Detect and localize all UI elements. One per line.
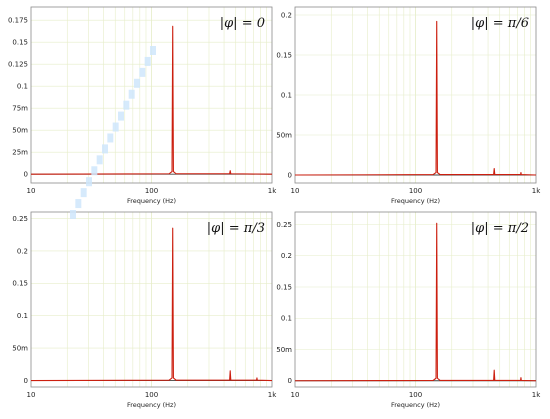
x-axis-label: Frequency (Hz) (391, 197, 440, 205)
y-tick-label: 0 (288, 171, 292, 179)
spectrum-series-line (294, 20, 537, 176)
y-tick-label: 0.25 (12, 215, 28, 223)
panel-top-left: 0 25m 50m 75m 0.1 0.125 0.15 0.175 10 100 1k Freque… (8, 6, 277, 205)
y-tick-label: 0.15 (12, 39, 28, 47)
x-tick-label: 10 (27, 391, 36, 399)
y-tick-label: 50m (12, 127, 28, 135)
x-tick-label: 1k (532, 187, 541, 195)
x-tick-label: 100 (145, 391, 158, 399)
artifact-block (107, 133, 114, 143)
phase-annotation: |φ| = π/6 (471, 16, 529, 31)
plot-frame (30, 211, 273, 388)
panel-bottom-left: 0 50m 0.1 0.15 0.2 0.25 10 100 1k Frequency (Hz) |… (12, 211, 277, 409)
y-tick-label: 0 (24, 171, 28, 179)
artifact-block (102, 144, 108, 154)
plot-frame (294, 6, 537, 184)
artifact-block (144, 56, 151, 66)
x-tick-label: 100 (145, 187, 158, 195)
artifact-block (150, 46, 156, 55)
y-tick-label: 0.15 (276, 51, 292, 59)
panel-top-right: 0 50m 0.1 0.15 0.2 10 100 1k Frequency (Hz) |φ| =… (276, 6, 541, 205)
spectrum-series-line (294, 222, 537, 382)
y-tick-label: 0.2 (281, 11, 292, 19)
artifact-block (86, 177, 92, 187)
spectrum-series-line (30, 227, 273, 382)
phase-annotation: |φ| = π/2 (471, 221, 529, 236)
artifact-block (118, 111, 124, 121)
y-tick-label: 75m (12, 105, 28, 113)
artifact-block (128, 89, 135, 99)
y-tick-label: 0.175 (8, 17, 28, 25)
y-tick-label: 50m (276, 346, 292, 354)
plot-frame (30, 6, 273, 184)
y-tick-label: 0.2 (17, 247, 28, 255)
artifact-block (91, 166, 98, 176)
artifact-block (70, 210, 76, 219)
y-tick-label: 0.1 (17, 312, 28, 320)
y-tick-label: 0 (288, 377, 292, 385)
x-tick-label: 100 (409, 391, 422, 399)
x-tick-label: 10 (27, 187, 36, 195)
phase-annotation: |φ| = 0 (220, 16, 265, 31)
panel-bottom-right: 0 50m 0.1 0.15 0.2 0.25 10 100 1k Frequency (Hz) |… (276, 211, 541, 409)
x-tick-label: 10 (291, 391, 300, 399)
y-tick-label: 0.15 (276, 283, 292, 291)
y-tick-label: 0.1 (281, 315, 292, 323)
artifact-block (139, 67, 146, 77)
artifact-block (75, 199, 82, 209)
x-axis-label: Frequency (Hz) (391, 401, 440, 409)
y-tick-label: 0 (24, 377, 28, 385)
spectrum-series-line (30, 25, 273, 175)
y-tick-label: 0.1 (281, 91, 292, 99)
phase-annotation: |φ| = π/3 (207, 221, 265, 236)
x-tick-label: 10 (291, 187, 300, 195)
x-tick-label: 1k (268, 187, 277, 195)
artifact-block (80, 188, 87, 198)
artifact-block (134, 78, 140, 88)
y-tick-label: 0.15 (12, 280, 28, 288)
x-axis-label: Frequency (Hz) (127, 197, 176, 205)
y-tick-label: 0.2 (281, 252, 292, 260)
y-tick-label: 0.25 (276, 221, 292, 229)
artifact-block (123, 100, 130, 110)
y-tick-label: 0.1 (17, 83, 28, 91)
y-tick-label: 25m (12, 149, 28, 157)
compression-artifact-overlay (70, 46, 156, 219)
y-tick-label: 50m (12, 345, 28, 353)
x-tick-label: 100 (409, 187, 422, 195)
artifact-block (96, 155, 103, 165)
y-tick-label: 0.125 (8, 61, 28, 69)
x-tick-label: 1k (268, 391, 277, 399)
y-tick-label: 50m (276, 131, 292, 139)
artifact-block (112, 122, 119, 132)
x-axis-label: Frequency (Hz) (127, 401, 176, 409)
x-tick-label: 1k (532, 391, 541, 399)
plot-frame (294, 211, 537, 388)
